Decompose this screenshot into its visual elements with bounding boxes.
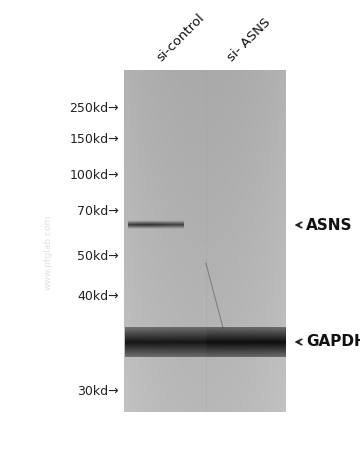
Text: si-control: si-control [154, 11, 207, 64]
Text: 100kd→: 100kd→ [69, 169, 119, 182]
Text: si- ASNS: si- ASNS [225, 16, 273, 64]
Text: 30kd→: 30kd→ [77, 385, 119, 398]
Text: ASNS: ASNS [306, 217, 352, 233]
Text: 250kd→: 250kd→ [69, 102, 119, 114]
Text: 150kd→: 150kd→ [69, 133, 119, 146]
Text: www.ptglab.com: www.ptglab.com [44, 214, 53, 290]
Text: 50kd→: 50kd→ [77, 250, 119, 263]
Text: GAPDH: GAPDH [306, 334, 360, 350]
Text: 70kd→: 70kd→ [77, 205, 119, 218]
Text: 40kd→: 40kd→ [77, 291, 119, 303]
